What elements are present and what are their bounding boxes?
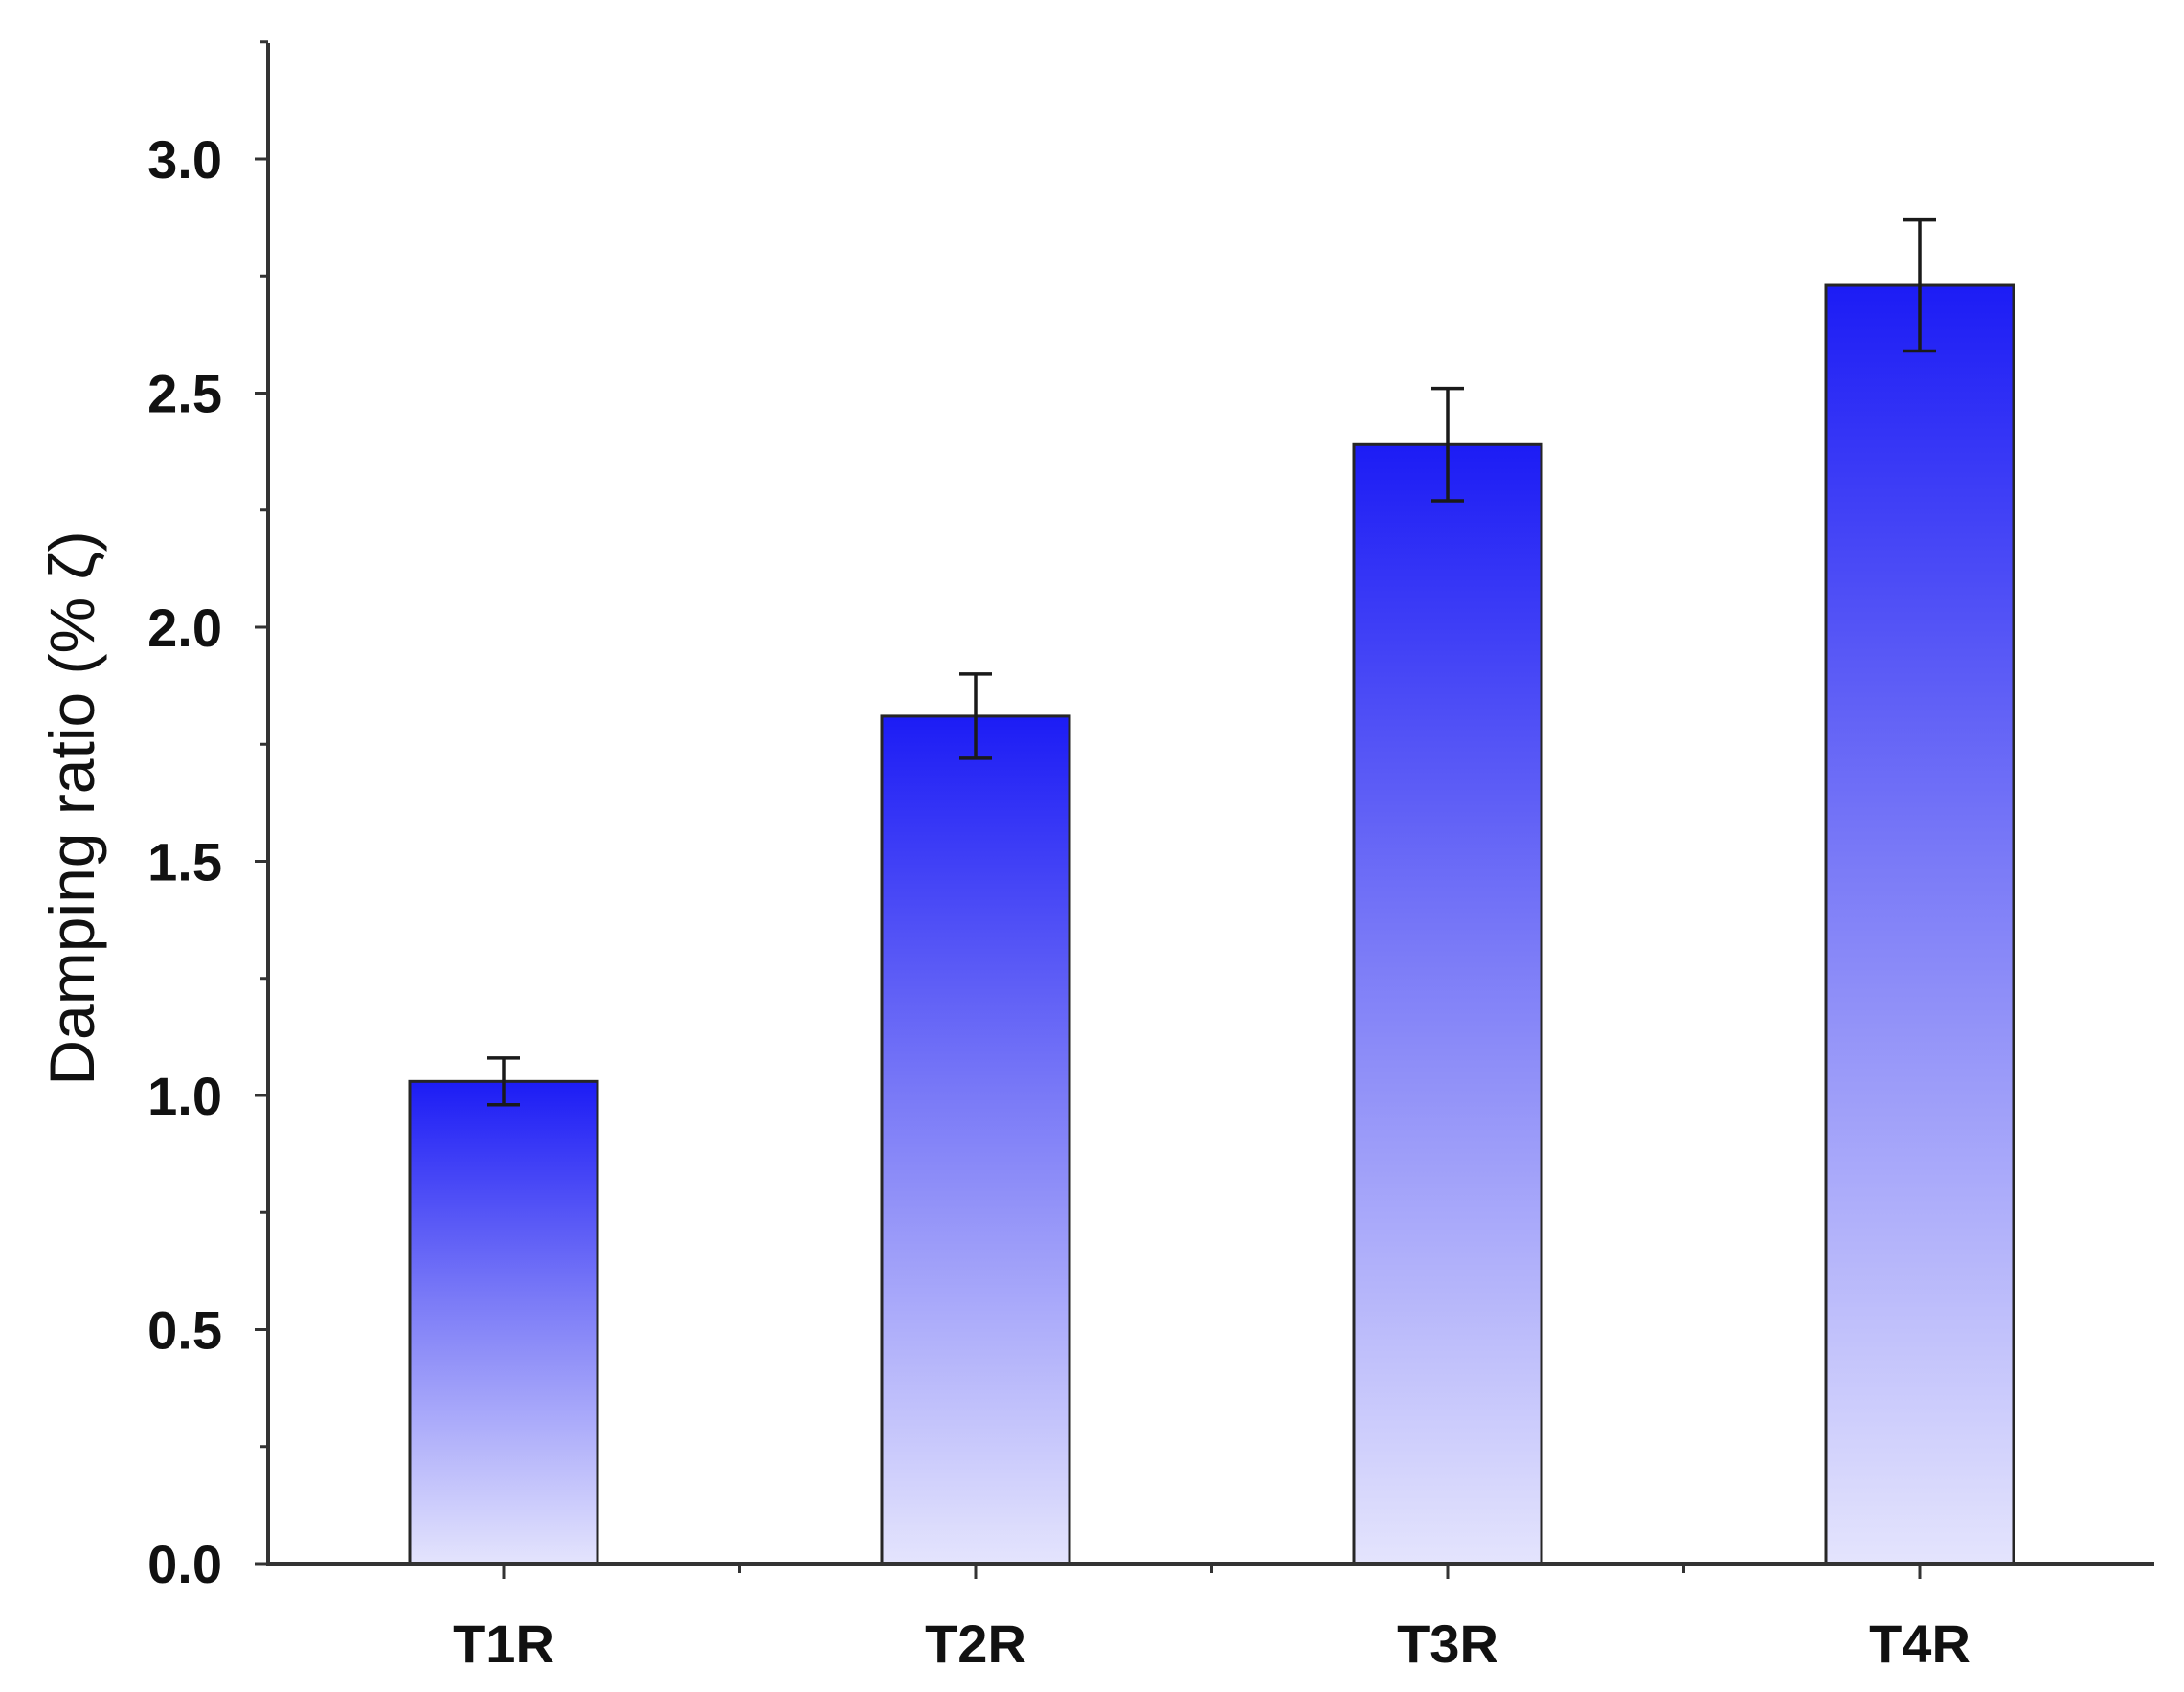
y-tick-label: 3.0 [147, 129, 222, 190]
y-tick-label: 0.0 [147, 1534, 222, 1594]
y-tick-label: 2.5 [147, 364, 222, 424]
x-tick-label-t2r: T2R [925, 1613, 1026, 1674]
bar-t1r [408, 1079, 599, 1566]
error-bar-t4r [1903, 217, 1936, 353]
y-axis-ticks: 0.0 0.5 1.0 1.5 2.0 2.5 3.0 [147, 40, 268, 1594]
error-bar-t3r [1431, 386, 1464, 503]
y-tick-label: 0.5 [147, 1300, 222, 1361]
error-bar-t1r [487, 1056, 520, 1107]
bar-t2r [880, 714, 1071, 1566]
x-tick-label-t1r: T1R [453, 1613, 554, 1674]
x-tick-label-t4r: T4R [1869, 1613, 1970, 1674]
y-tick-label: 1.0 [147, 1066, 222, 1126]
bar-series [408, 283, 2015, 1566]
error-bars [487, 217, 1936, 1107]
bar-t4r [1824, 283, 2015, 1566]
x-tick-label-t3r: T3R [1397, 1613, 1498, 1674]
y-tick-label: 1.5 [147, 832, 222, 892]
bar-t3r [1352, 442, 1543, 1566]
y-axis-title: Damping ratio (% ζ) [36, 530, 107, 1085]
y-tick-label: 2.0 [147, 598, 222, 658]
x-axis-ticks: T1R T2R T3R T4R [453, 1564, 1970, 1674]
error-bar-t2r [959, 672, 992, 760]
